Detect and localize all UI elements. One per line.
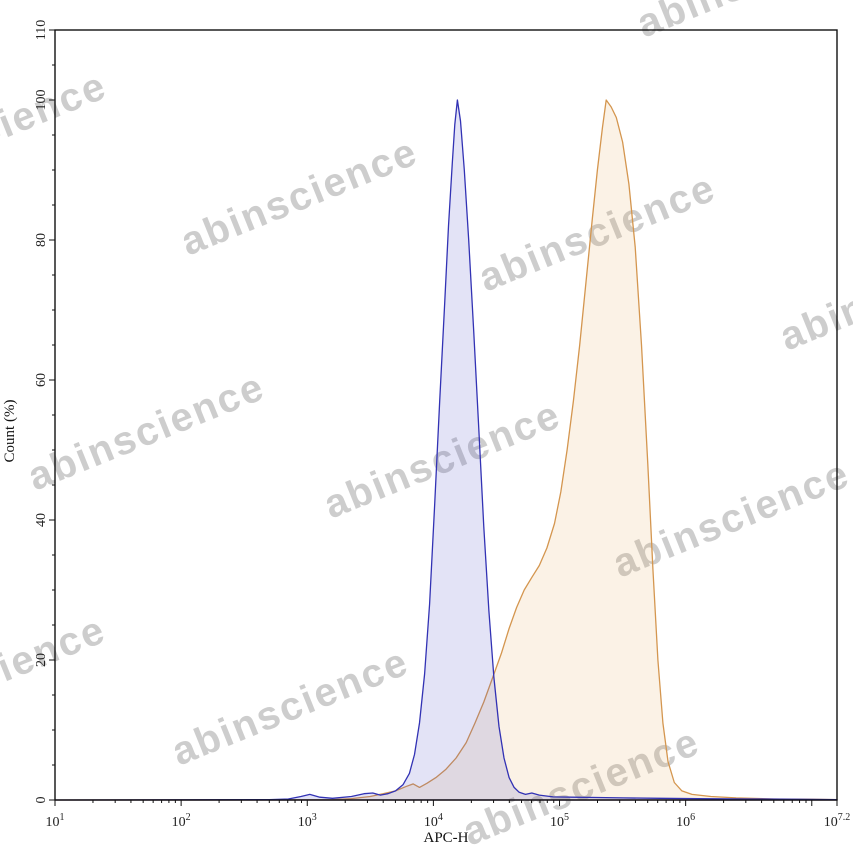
x-tick-label: 103: [298, 812, 317, 830]
y-tick-label: 20: [34, 653, 49, 667]
x-tick-label: 106: [676, 812, 695, 830]
watermark-text: abinscience: [166, 640, 415, 775]
y-tick-label: 80: [34, 233, 49, 247]
y-tick-label: 110: [34, 20, 49, 40]
axes-layer: 0 20 40 60 80 100 110 101 102 103 104 105 106 107.2: [34, 20, 850, 830]
watermark-text: abinscience: [0, 64, 113, 199]
watermark-text: abinscience: [175, 130, 424, 265]
watermark-text: abinscience: [631, 0, 853, 46]
x-tick-label: 102: [172, 812, 191, 830]
watermark-text: abinscience: [0, 608, 112, 743]
y-tick-label: 0: [34, 797, 49, 804]
watermark-text: abinscience: [774, 225, 853, 360]
series-orange-peak: [54, 99, 838, 801]
y-tick-label: 100: [34, 90, 49, 111]
y-tick-label: 40: [34, 513, 49, 527]
series-layer: [54, 99, 838, 801]
x-tick-label: 104: [424, 812, 443, 830]
watermark-text: abinscience: [22, 365, 271, 500]
x-tick-label: 101: [46, 812, 65, 830]
x-tick-label: 105: [550, 812, 569, 830]
series-blue-peak: [54, 99, 838, 801]
y-axis-title: Count (%): [2, 400, 18, 463]
y-tick-label: 60: [34, 373, 49, 387]
x-tick-label: 107.2: [824, 812, 851, 830]
x-axis-title: APC-H: [423, 830, 468, 846]
